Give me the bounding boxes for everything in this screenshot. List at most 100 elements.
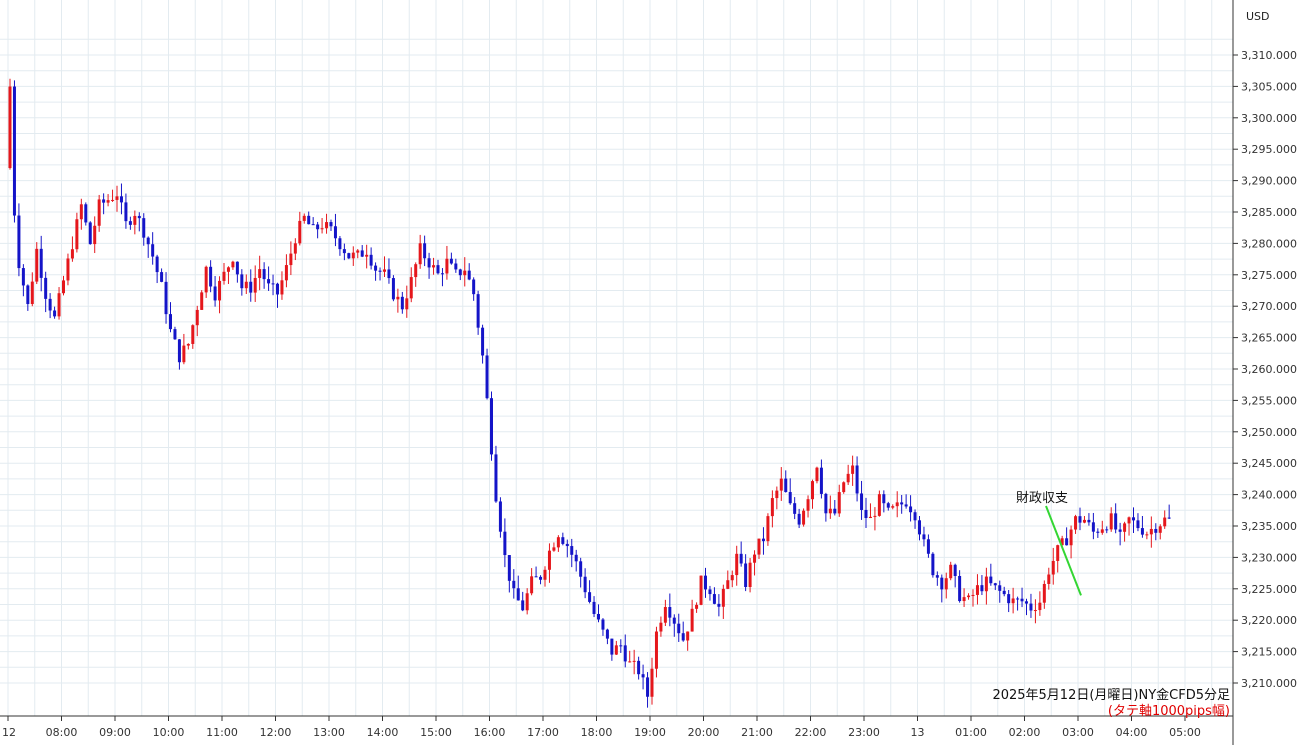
- candle-body: [868, 516, 872, 519]
- time-axis-ticks: 12 08:00 09:00 10:00 11:00 12:00 13:00 14:00 15:…: [2, 716, 1201, 739]
- price-axis-ticks: 3,210.000 3,215.000 3,220.000 3,225.000 3,23…: [1233, 49, 1297, 690]
- time-tick-label: 19:00: [634, 726, 666, 739]
- candle-body: [396, 296, 400, 300]
- candle-body: [503, 531, 507, 556]
- candle-body: [307, 215, 311, 225]
- candle-body: [588, 592, 592, 602]
- candle-body: [940, 577, 944, 590]
- candle-body: [1051, 560, 1055, 575]
- candle-body: [860, 493, 864, 510]
- candle-body: [913, 512, 917, 521]
- candle-body: [819, 467, 823, 494]
- candle-body: [753, 554, 757, 563]
- time-tick-label: 13:00: [313, 726, 345, 739]
- candle-body: [864, 509, 868, 519]
- candle-body: [476, 294, 480, 328]
- candle-body: [436, 265, 440, 274]
- candle-body: [155, 256, 159, 273]
- candle-body: [931, 553, 935, 576]
- candle-body: [1087, 519, 1091, 523]
- candle-body: [561, 537, 565, 544]
- candle-body: [980, 585, 984, 592]
- candle-body: [485, 355, 489, 399]
- candle-body: [293, 243, 297, 254]
- candle-body: [944, 578, 948, 590]
- candle-body: [414, 264, 418, 278]
- candle-body: [311, 224, 315, 226]
- candle-body: [262, 269, 266, 280]
- candle-body: [458, 269, 462, 276]
- candle-body: [891, 506, 895, 508]
- price-tick-label: 3,220.000: [1241, 614, 1297, 627]
- price-tick-label: 3,260.000: [1241, 363, 1297, 376]
- price-tick-label: 3,275.000: [1241, 269, 1297, 282]
- candle-body: [84, 204, 88, 223]
- candle-body: [1123, 523, 1127, 532]
- candle-body: [463, 270, 467, 276]
- price-tick-label: 3,255.000: [1241, 394, 1297, 407]
- candle-body: [383, 269, 386, 272]
- candle-body: [427, 258, 431, 268]
- candle-body: [949, 564, 953, 579]
- candle-body: [235, 261, 239, 275]
- candles: [8, 78, 1171, 708]
- candle-body: [637, 660, 641, 675]
- candle-body: [53, 310, 57, 317]
- candle-body: [779, 478, 783, 491]
- candle-body: [628, 661, 632, 663]
- candle-body: [512, 580, 516, 589]
- candle-body: [342, 249, 346, 254]
- candle-body: [824, 493, 828, 514]
- candle-body: [1047, 574, 1051, 584]
- candle-body: [846, 473, 850, 483]
- candle-body: [267, 279, 271, 284]
- candle-body: [668, 607, 672, 618]
- candle-body: [748, 562, 752, 588]
- candle-body: [953, 564, 957, 576]
- candle-body: [1105, 529, 1109, 531]
- price-tick-label: 3,215.000: [1241, 646, 1297, 659]
- candle-body: [525, 593, 529, 611]
- candle-body: [918, 520, 921, 535]
- candle-body: [253, 277, 257, 293]
- candle-body: [1069, 529, 1073, 546]
- candle-body: [365, 254, 369, 257]
- candle-body: [721, 588, 725, 607]
- time-tick-label: 18:00: [581, 726, 613, 739]
- candle-body: [766, 516, 770, 542]
- candle-body: [280, 280, 284, 295]
- candle-body: [146, 237, 150, 245]
- candle-body: [391, 278, 395, 300]
- candle-body: [249, 281, 253, 293]
- price-tick-label: 3,300.000: [1241, 112, 1297, 125]
- candle-body: [195, 309, 199, 326]
- time-tick-label: 20:00: [688, 726, 720, 739]
- candle-body: [967, 595, 971, 598]
- chart-caption: 2025年5月12日(月曜日)NY金CFD5分足: [992, 688, 1230, 703]
- candle-body: [543, 569, 547, 580]
- candle-body: [975, 585, 979, 595]
- candle-body: [405, 298, 409, 310]
- candle-body: [793, 503, 797, 514]
- candle-body: [922, 534, 926, 540]
- time-tick-label: 17:00: [527, 726, 559, 739]
- time-tick-label: 08:00: [46, 726, 78, 739]
- candle-body: [8, 86, 12, 169]
- candle-body: [440, 273, 444, 275]
- candle-body: [106, 200, 110, 203]
- price-tick-label: 3,295.000: [1241, 143, 1297, 156]
- time-tick-label: 22:00: [795, 726, 827, 739]
- candle-body: [498, 501, 502, 532]
- candle-body: [744, 563, 748, 588]
- time-tick-label: 15:00: [420, 726, 452, 739]
- candle-body: [855, 465, 859, 494]
- candle-body: [423, 243, 427, 259]
- candle-body: [128, 221, 132, 225]
- candle-body: [12, 86, 16, 216]
- annotation-label: 財政収支: [1016, 491, 1069, 506]
- candle-body: [79, 204, 83, 220]
- candle-body: [1025, 601, 1028, 604]
- candle-body: [735, 553, 739, 576]
- candle-body: [97, 199, 101, 226]
- candle-body: [160, 272, 164, 282]
